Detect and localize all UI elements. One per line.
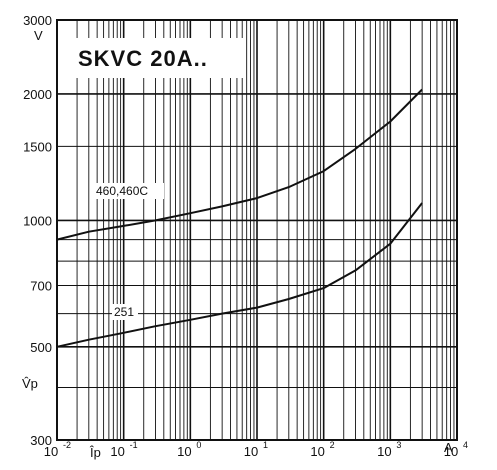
x-tick-exponent: 1 <box>263 440 268 450</box>
y-tick-label: 500 <box>30 340 52 355</box>
y-tick-label: 2000 <box>23 87 52 102</box>
y-unit-label: V <box>34 28 43 43</box>
curve-label-bg-460 <box>94 183 164 199</box>
x-tick-exponent: -2 <box>63 440 71 450</box>
series-line-0 <box>56 88 423 241</box>
grid <box>56 19 457 441</box>
x-axis-symbol: Îp <box>89 445 101 460</box>
series-layer <box>56 88 423 348</box>
plot-frame <box>56 19 458 441</box>
x-tick-label: 10 <box>310 444 324 459</box>
x-tick-exponent: 0 <box>196 440 201 450</box>
x-tick-exponent: -1 <box>130 440 138 450</box>
x-tick-label: 10 <box>244 444 258 459</box>
x-tick-label: 10 <box>444 444 458 459</box>
y-tick-label: 700 <box>30 278 52 293</box>
y-tick-labels: 3000 2000 1500 1000 700 500 300 <box>23 13 52 448</box>
x-tick-label: 10 <box>110 444 124 459</box>
series-label-251: 251 <box>114 305 134 319</box>
chart-title: SKVC 20A.. <box>78 46 208 71</box>
series-line-1 <box>56 202 423 348</box>
x-tick-exponent: 4 <box>463 440 468 450</box>
x-unit-label: A <box>444 440 453 455</box>
curve-label-bg-251 <box>112 304 138 320</box>
x-tick-label: 10 <box>44 444 58 459</box>
x-tick-label: 10 <box>177 444 191 459</box>
x-tick-labels: 10 -2 10 -1 10 0 10 1 10 2 10 3 10 4 <box>44 440 468 459</box>
y-tick-label: 300 <box>30 433 52 448</box>
title-box <box>66 38 244 78</box>
x-tick-exponent: 3 <box>396 440 401 450</box>
x-tick-label: 10 <box>377 444 391 459</box>
y-axis-symbol: V̂p <box>22 376 38 391</box>
y-tick-label: 1500 <box>23 139 52 154</box>
x-tick-exponent: 2 <box>330 440 335 450</box>
y-tick-label: 3000 <box>23 13 52 28</box>
series-label-460: 460,460C <box>96 184 148 198</box>
y-tick-label: 1000 <box>23 213 52 228</box>
